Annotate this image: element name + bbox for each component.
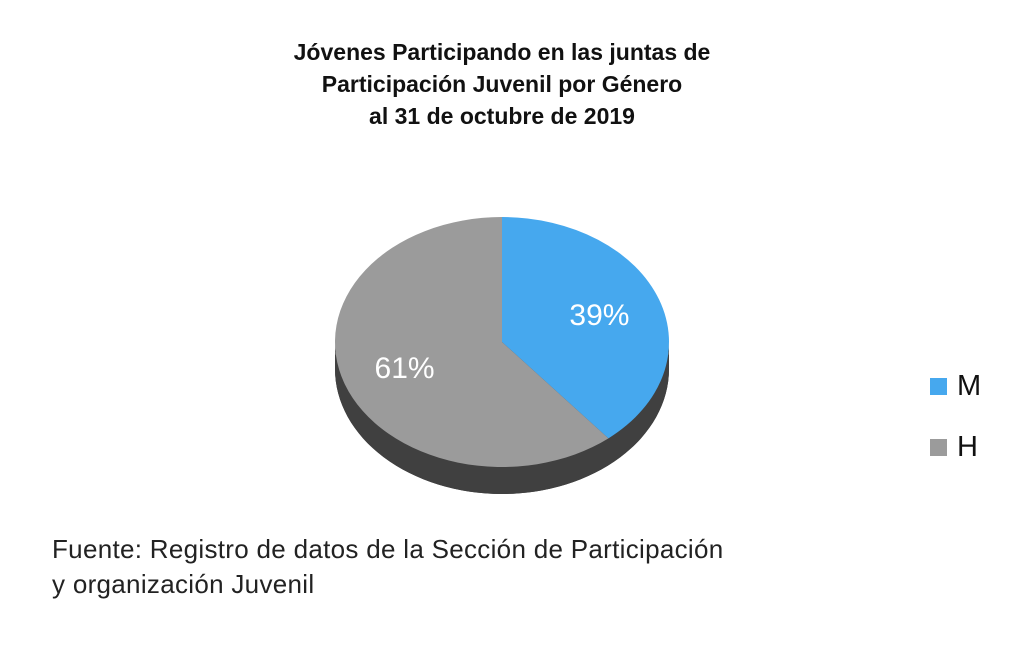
legend-swatch-h <box>930 438 947 456</box>
chart-title: Jóvenes Participando en las juntas de Pa… <box>0 36 1004 132</box>
legend-label-m: M <box>957 369 982 402</box>
chart-title-line-3: al 31 de octubre de 2019 <box>369 103 635 129</box>
chart-title-line-1: Jóvenes Participando en las juntas de <box>293 39 711 65</box>
legend-item-m: M <box>930 366 981 406</box>
pie-slice-m <box>502 217 670 439</box>
pie-slice-h <box>335 217 609 467</box>
legend-swatch-m <box>930 377 947 395</box>
legend: M H <box>930 366 981 488</box>
pie-label-h: 61% <box>375 352 435 385</box>
chart-title-line-2: Participación Juvenil por Género <box>321 71 683 97</box>
pie-label-m: 39% <box>569 299 629 332</box>
legend-item-h: H <box>930 427 981 467</box>
pie-slices-layer <box>335 217 670 467</box>
legend-label-h: H <box>957 430 978 463</box>
source-note: Fuente: Registro de datos de la Sección … <box>52 532 724 602</box>
source-line-2: y organización Juvenil <box>52 569 315 599</box>
source-line-1: Fuente: Registro de datos de la Sección … <box>52 534 724 564</box>
pie-labels-layer: 39% 61% <box>375 299 630 385</box>
